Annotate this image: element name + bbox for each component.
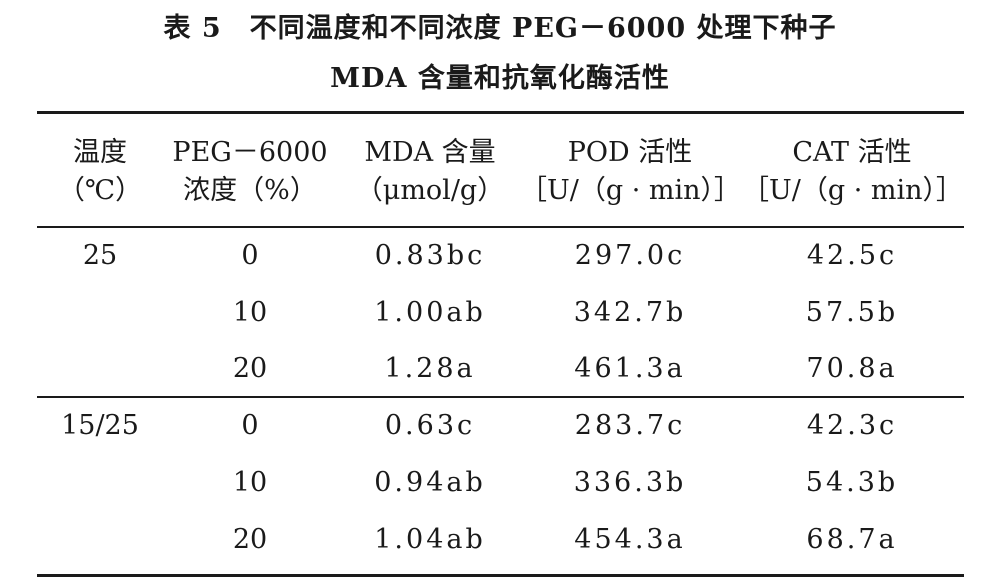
cell-cat: 70.8a [806, 353, 898, 384]
header-peg-line1: PEG－6000 [172, 137, 328, 168]
cell-pod: 336.3b [573, 467, 687, 498]
cell-mda: 0.83bc [374, 240, 486, 271]
cell-peg: 0 [241, 240, 259, 271]
cell-mda: 0.94ab [374, 467, 486, 498]
cell-cat: 68.7a [806, 524, 898, 555]
header-rule [37, 226, 964, 228]
cell-pod: 342.7b [573, 297, 687, 328]
header-pod-line1: POD 活性 [567, 137, 693, 168]
cell-cat: 57.5b [805, 297, 899, 328]
cell-cat: 42.3c [806, 410, 898, 441]
cell-peg: 0 [241, 410, 259, 441]
header-peg-concentration: PEG－6000 浓度（%） [165, 134, 335, 210]
cell-temp: 25 [82, 240, 118, 271]
cell-peg: 10 [232, 467, 268, 498]
cell-mda: 1.28a [384, 353, 476, 384]
cell-peg: 20 [232, 353, 268, 384]
cell-cat: 42.5c [806, 240, 898, 271]
cell-pod: 454.3a [574, 524, 686, 555]
header-peg-line2: 浓度（%） [183, 175, 317, 206]
header-pod-activity: POD 活性 ［U/（g · min）］ [520, 134, 742, 210]
table-title-line2: MDA 含量和抗氧化酶活性 [330, 63, 670, 94]
cell-pod: 297.0c [574, 240, 686, 271]
top-rule [37, 111, 964, 114]
header-mda-line2: （μmol/g） [355, 175, 505, 206]
cell-cat: 54.3b [805, 467, 899, 498]
group-separator-rule [37, 396, 964, 398]
cell-mda: 1.00ab [374, 297, 486, 328]
cell-pod: 461.3a [574, 353, 686, 384]
header-cat-line2: ［U/（g · min）］ [742, 175, 964, 206]
cell-mda: 1.04ab [374, 524, 486, 555]
header-mda-line1: MDA 含量 [364, 137, 496, 168]
bottom-rule [37, 574, 964, 577]
cell-peg: 10 [232, 297, 268, 328]
header-temperature-line1: 温度 [73, 137, 127, 168]
cell-mda: 0.63c [384, 410, 476, 441]
header-cat-activity: CAT 活性 ［U/（g · min）］ [742, 134, 964, 210]
header-temperature: 温度 （℃） [40, 134, 160, 210]
cell-pod: 283.7c [574, 410, 686, 441]
cell-peg: 20 [232, 524, 268, 555]
cell-temp: 15/25 [61, 410, 139, 441]
header-pod-line2: ［U/（g · min）］ [520, 175, 742, 206]
header-temperature-line2: （℃） [57, 175, 143, 206]
header-mda-content: MDA 含量 （μmol/g） [340, 134, 520, 210]
header-cat-line1: CAT 活性 [792, 137, 912, 168]
table-title-line1: 表 5 不同温度和不同浓度 PEG－6000 处理下种子 [163, 13, 837, 44]
